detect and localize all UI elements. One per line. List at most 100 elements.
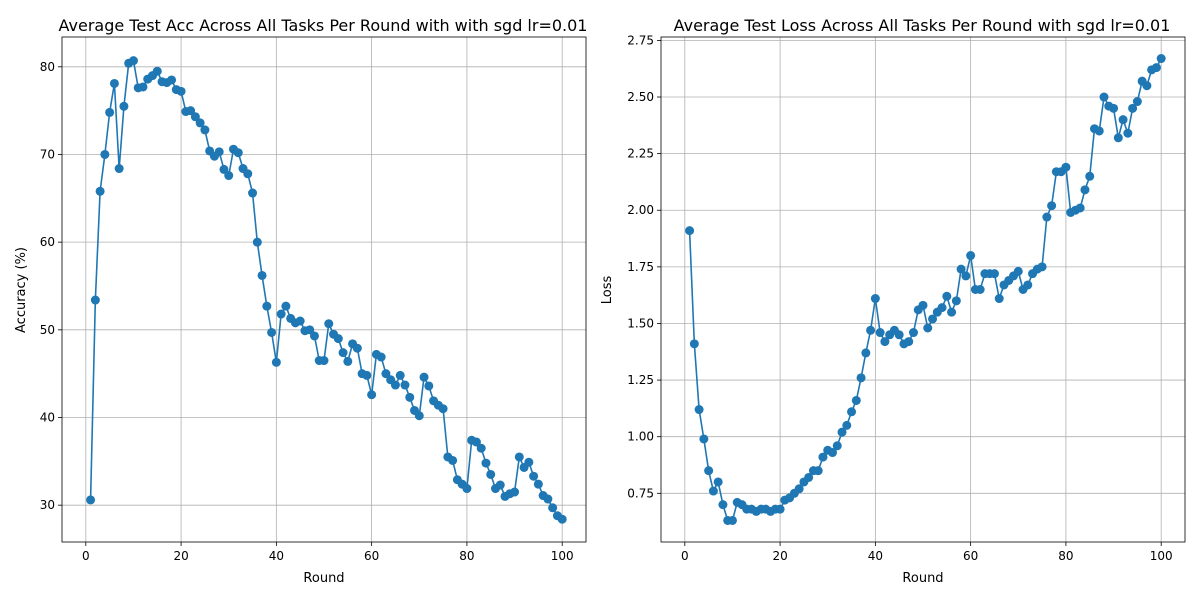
accuracy-data-point [109, 78, 119, 88]
loss-data-point [818, 452, 828, 462]
loss-data-point [856, 373, 866, 383]
loss-data-point [918, 300, 928, 310]
accuracy-data-point [510, 487, 520, 497]
loss-y-tick-label: 1.25 [627, 373, 654, 387]
accuracy-data-point [471, 437, 481, 447]
loss-y-axis-label: Loss [600, 276, 615, 305]
loss-plot-frame [660, 36, 1186, 543]
accuracy-data-point [481, 458, 491, 468]
loss-data-point [928, 314, 938, 324]
accuracy-y-tick-label: 80 [40, 60, 55, 74]
accuracy-x-tick-label: 20 [173, 549, 188, 563]
loss-data-point [866, 325, 876, 335]
loss-data-point [1132, 97, 1142, 107]
loss-data-point [842, 420, 852, 430]
accuracy-data-point [90, 295, 100, 305]
accuracy-data-point [252, 237, 262, 247]
accuracy-series [86, 56, 567, 524]
loss-data-point [861, 348, 871, 358]
loss-data-point [1013, 266, 1023, 276]
loss-y-tick-label: 2.50 [627, 90, 654, 104]
loss-data-point [1113, 133, 1123, 143]
accuracy-y-tick-label: 30 [40, 498, 55, 512]
accuracy-data-point [333, 334, 343, 344]
loss-data-point [1151, 63, 1161, 73]
loss-y-tick-label: 2.75 [627, 33, 654, 47]
loss-data-point [794, 484, 804, 494]
loss-x-tick-label: 100 [1150, 549, 1173, 563]
loss-data-point [966, 251, 976, 261]
loss-data-point [694, 405, 704, 415]
accuracy-data-point [424, 381, 434, 391]
accuracy-x-tick-label: 100 [551, 549, 574, 563]
accuracy-data-point [114, 164, 124, 174]
accuracy-chart: Average Test Acc Across All Tasks Per Ro… [14, 16, 587, 586]
loss-data-point [961, 271, 971, 281]
loss-series [685, 54, 1166, 525]
loss-y-tick-label: 2.25 [627, 147, 654, 161]
accuracy-y-tick-label: 40 [40, 411, 55, 425]
accuracy-x-axis-label: Round [303, 571, 344, 586]
loss-data-point [704, 466, 714, 476]
loss-x-tick-label: 60 [963, 549, 978, 563]
accuracy-data-point [352, 343, 362, 353]
loss-data-point [1047, 201, 1057, 211]
loss-data-point [851, 395, 861, 405]
accuracy-data-point [176, 86, 186, 96]
loss-chart: Average Test Loss Across All Tasks Per R… [600, 16, 1186, 586]
accuracy-plot-frame [61, 36, 587, 543]
accuracy-y-axis-label: Accuracy (%) [14, 247, 29, 333]
accuracy-data-point [319, 356, 329, 366]
loss-data-point [685, 226, 695, 236]
loss-data-point [1118, 115, 1128, 125]
accuracy-x-tick-label: 60 [364, 549, 379, 563]
accuracy-data-point [281, 301, 291, 311]
accuracy-data-point [414, 411, 424, 421]
accuracy-x-tick-label: 40 [269, 549, 284, 563]
loss-data-point [813, 466, 823, 476]
loss-data-point [1037, 262, 1047, 272]
accuracy-data-point [248, 188, 258, 198]
accuracy-grid [62, 37, 586, 542]
loss-data-point [1094, 126, 1104, 136]
accuracy-data-point [309, 331, 319, 341]
accuracy-data-point [128, 56, 138, 66]
accuracy-data-point [257, 270, 267, 280]
accuracy-data-point [195, 118, 205, 128]
loss-x-tick-label: 40 [868, 549, 883, 563]
accuracy-x-tick-label: 0 [82, 549, 90, 563]
loss-data-point [775, 504, 785, 514]
loss-y-tick-label: 1.75 [627, 260, 654, 274]
accuracy-data-point [138, 82, 148, 92]
loss-data-point [951, 296, 961, 306]
accuracy-data-point [190, 112, 200, 122]
accuracy-data-point [367, 390, 377, 400]
loss-data-point [994, 294, 1004, 304]
accuracy-data-point [395, 370, 405, 380]
loss-data-point [727, 515, 737, 525]
loss-data-point [923, 323, 933, 333]
loss-data-point [1080, 185, 1090, 195]
loss-chart-title: Average Test Loss Across All Tasks Per R… [674, 16, 1171, 35]
accuracy-data-point [167, 75, 177, 85]
loss-data-point [942, 291, 952, 301]
loss-data-point [827, 448, 837, 458]
loss-data-point [908, 328, 918, 338]
accuracy-y-tick-label: 50 [40, 323, 55, 337]
accuracy-data-point [186, 106, 196, 116]
accuracy-data-point [95, 186, 105, 196]
loss-data-point [894, 330, 904, 340]
loss-data-point [1075, 203, 1085, 213]
accuracy-y-tick-label: 60 [40, 235, 55, 249]
accuracy-data-point [514, 452, 524, 462]
accuracy-data-point [529, 471, 539, 481]
accuracy-data-point [486, 469, 496, 479]
accuracy-data-point [224, 171, 234, 181]
accuracy-data-point [105, 107, 115, 117]
accuracy-data-point [305, 325, 315, 335]
loss-y-tick-label: 1.00 [627, 430, 654, 444]
loss-y-tick-label: 1.50 [627, 316, 654, 330]
loss-data-point [880, 337, 890, 347]
accuracy-data-point [214, 147, 224, 157]
